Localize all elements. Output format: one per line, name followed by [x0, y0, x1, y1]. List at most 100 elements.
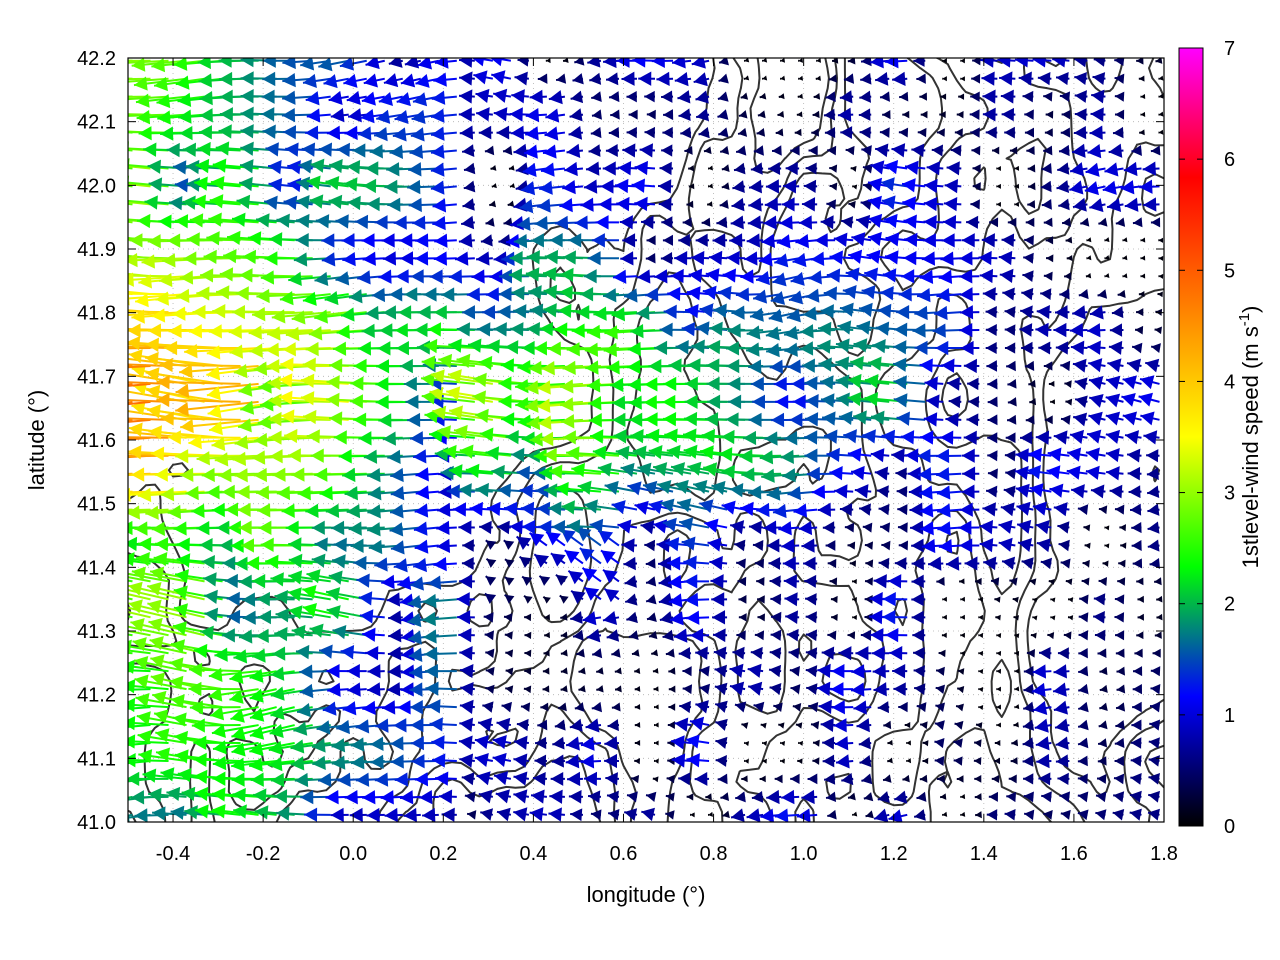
- wind-vector: [304, 807, 331, 822]
- wind-vector: [812, 110, 820, 119]
- wind-vector: [1114, 612, 1125, 623]
- wind-vector: [815, 75, 821, 81]
- wind-vector: [887, 757, 893, 764]
- wind-vector: [552, 736, 566, 750]
- wind-vector: [829, 182, 838, 191]
- wind-vector: [505, 685, 514, 694]
- wind-vector: [810, 721, 820, 730]
- wind-vector: [1138, 75, 1145, 82]
- wind-vector: [1115, 648, 1125, 658]
- wind-vector: [673, 628, 692, 643]
- wind-vector: [686, 610, 710, 625]
- wind-vector: [1024, 127, 1034, 138]
- wind-vector: [805, 162, 818, 175]
- wind-vector: [866, 249, 890, 264]
- wind-vector: [892, 71, 908, 86]
- wind-vector: [747, 215, 764, 230]
- wind-vector: [1085, 465, 1106, 480]
- wind-vector: [514, 71, 529, 86]
- wind-vector: [485, 558, 497, 568]
- wind-vector: [851, 232, 872, 247]
- wind-vector: [1013, 721, 1019, 728]
- wind-vector: [1055, 71, 1070, 86]
- wind-vector: [812, 739, 820, 747]
- wind-vector: [973, 757, 982, 766]
- wind-vector: [1142, 161, 1160, 176]
- wind-vector: [421, 390, 475, 405]
- wind-vector: [458, 628, 475, 643]
- wind-vector: [735, 145, 747, 156]
- wind-vector: [1105, 447, 1124, 463]
- colorbar-title: 1stlevel-wind speed (m s-1): [1236, 306, 1263, 569]
- wind-vector: [845, 267, 872, 282]
- wind-vector: [941, 233, 962, 248]
- wind-vector: [936, 287, 962, 303]
- wind-vector: [600, 179, 619, 194]
- wind-vector: [490, 164, 497, 171]
- wind-vector: [934, 305, 962, 321]
- wind-vector: [923, 412, 944, 427]
- wind-vector: [524, 144, 548, 159]
- wind-vector: [758, 252, 782, 267]
- wind-vector: [753, 145, 764, 156]
- wind-vector: [1053, 322, 1070, 338]
- wind-vector: [1115, 702, 1126, 712]
- wind-vector: [936, 576, 945, 586]
- wind-vector: [1000, 502, 1016, 517]
- wind-vector: [459, 699, 475, 714]
- wind-vector: [128, 688, 151, 691]
- wind-vector: [459, 645, 475, 661]
- wind-vector: [128, 611, 151, 619]
- wind-vector: [624, 808, 638, 821]
- wind-vector: [485, 539, 497, 550]
- wind-vector: [604, 480, 638, 495]
- wind-vector: [559, 285, 602, 300]
- wind-vector: [1158, 273, 1164, 279]
- wind-vector: [831, 663, 854, 679]
- wind-vector: [1022, 719, 1035, 731]
- wind-vector: [1077, 809, 1089, 821]
- wind-vector: [172, 306, 241, 321]
- wind-vector: [1077, 773, 1088, 785]
- wind-vector: [1120, 180, 1142, 195]
- wind-vector: [1122, 273, 1128, 279]
- wind-vector: [1035, 322, 1052, 338]
- wind-vector: [1092, 72, 1106, 85]
- wind-vector: [572, 73, 584, 85]
- wind-vector: [757, 613, 765, 622]
- wind-vector: [825, 791, 837, 803]
- wind-vector: [255, 628, 295, 644]
- wind-vector: [998, 519, 1016, 534]
- wind-vector: [971, 73, 981, 84]
- wind-vector: [511, 89, 529, 104]
- wind-vector: [128, 593, 151, 601]
- wind-vector: [389, 504, 421, 519]
- wind-vector: [1124, 430, 1142, 445]
- wind-vector: [978, 687, 984, 693]
- wind-vector: [903, 214, 926, 229]
- wind-vector: [1129, 808, 1142, 821]
- wind-vector: [1074, 395, 1088, 408]
- wind-vector: [653, 722, 659, 728]
- colorbar-title-main: 1stlevel-wind speed (m s: [1238, 326, 1263, 568]
- wind-vector: [639, 143, 656, 158]
- wind-vector: [459, 444, 511, 459]
- wind-vector: [128, 165, 151, 170]
- wind-vector: [841, 216, 854, 229]
- wind-vector: [1050, 615, 1056, 621]
- wind-vector: [768, 557, 782, 570]
- wind-vector: [404, 58, 422, 69]
- wind-vector: [1150, 145, 1161, 156]
- wind-vector: [611, 500, 638, 515]
- wind-vector: [1004, 342, 1016, 354]
- wind-vector: [640, 215, 656, 230]
- wind-vector: [524, 631, 532, 640]
- wind-vector: [193, 735, 241, 750]
- wind-vector: [801, 789, 818, 805]
- wind-vector: [936, 448, 962, 464]
- wind-vector: [482, 701, 494, 713]
- wind-vector: [1114, 594, 1125, 605]
- wind-vector: [342, 701, 367, 716]
- wind-vector: [1059, 288, 1070, 300]
- wind-vector: [729, 233, 746, 248]
